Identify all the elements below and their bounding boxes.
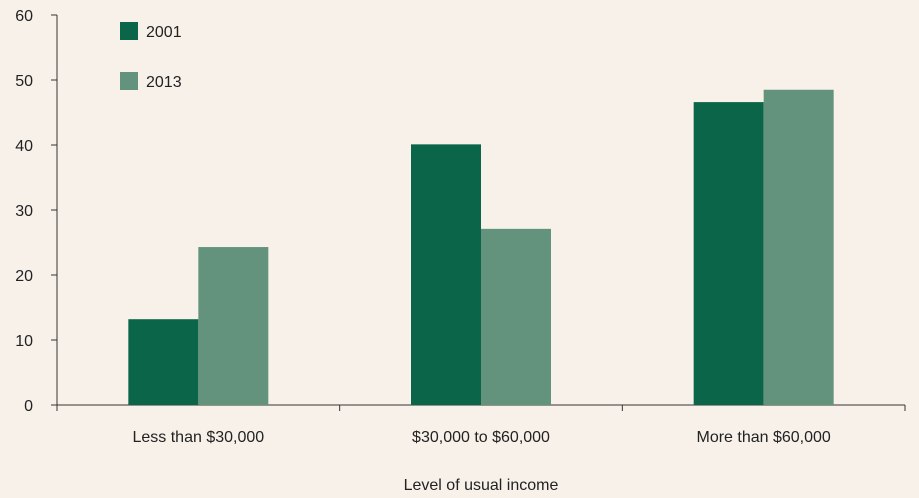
bar-2001	[128, 319, 199, 405]
bar-2013	[763, 89, 834, 405]
legend-swatch	[120, 72, 138, 90]
bar-2001	[693, 102, 764, 405]
y-tick-label: 10	[15, 333, 33, 350]
bar-2013	[481, 228, 551, 405]
bar-2013	[198, 247, 269, 405]
legend-label: 2013	[146, 74, 182, 91]
y-axis: 0 10 20 30 40 50 60	[15, 8, 58, 415]
y-tick-label: 0	[24, 398, 33, 415]
x-axis: Less than $30,000 $30,000 to $60,000 More …	[56, 404, 906, 446]
y-tick-label: 20	[15, 268, 33, 285]
bar-2001	[411, 144, 481, 405]
x-category-label: Less than $30,000	[132, 429, 264, 446]
y-tick-label: 30	[15, 203, 33, 220]
legend-label: 2001	[146, 24, 182, 41]
x-category-label: More than $60,000	[697, 429, 831, 446]
bars	[128, 89, 834, 405]
y-tick-label: 50	[15, 73, 33, 90]
y-tick-label: 60	[15, 8, 33, 25]
y-tick-label: 40	[15, 138, 33, 155]
legend: 2001 2013	[120, 22, 182, 91]
x-axis-title: Level of usual income	[404, 477, 559, 494]
legend-swatch	[120, 22, 138, 40]
x-category-label: $30,000 to $60,000	[412, 429, 550, 446]
